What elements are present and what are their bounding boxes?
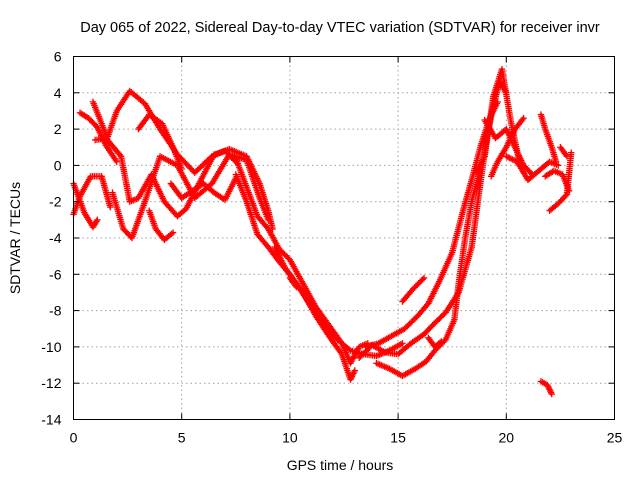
data-point (548, 390, 555, 398)
y-tick-label: 6 (54, 49, 62, 65)
series-track-14 (286, 274, 300, 291)
y-tick-label: -2 (49, 194, 62, 210)
data-marks (70, 66, 575, 398)
series-track-8 (135, 111, 185, 173)
series-track-18 (399, 274, 428, 305)
data-point (168, 230, 175, 237)
data-point (520, 115, 527, 122)
series-track-16 (362, 98, 501, 351)
y-axis-label: SDTVAR / TECUs (7, 182, 23, 294)
data-point (345, 346, 353, 353)
data-point (563, 153, 571, 160)
series-track-27 (557, 144, 571, 160)
data-point (436, 339, 444, 346)
y-tick-label: -14 (41, 412, 61, 428)
data-point (265, 216, 272, 224)
y-tick-label: 0 (54, 157, 62, 173)
x-axis-label: GPS time / hours (287, 457, 394, 473)
data-point (169, 229, 177, 236)
data-point (351, 367, 359, 374)
series-track-1 (70, 173, 114, 218)
data-point (178, 165, 185, 173)
x-tick-label: 0 (70, 430, 78, 446)
series-track-10 (167, 174, 239, 204)
series-track-17 (373, 165, 484, 380)
y-tick-label: -12 (41, 375, 61, 391)
data-point (419, 276, 426, 283)
series-track-19 (425, 334, 445, 351)
y-tick-label: -6 (49, 266, 62, 282)
chart-title: Day 065 of 2022, Sidereal Day-to-day VTE… (80, 20, 600, 36)
y-tick-label: -4 (49, 230, 62, 246)
y-tick-label: -10 (41, 339, 61, 355)
series-track-28 (537, 378, 555, 398)
x-tick-label: 5 (178, 430, 186, 446)
data-point (568, 149, 575, 156)
series-track-2 (70, 180, 101, 231)
x-tick-label: 15 (390, 430, 406, 446)
series-track-7 (91, 134, 239, 220)
series-track-22 (487, 115, 527, 180)
x-tick-label: 20 (499, 430, 515, 446)
series-track-23 (503, 153, 562, 184)
data-point (552, 158, 560, 165)
data-point (438, 338, 445, 345)
data-point (107, 203, 114, 211)
data-point (562, 192, 569, 199)
data-point (94, 216, 101, 224)
y-tick-label: -8 (49, 303, 62, 319)
x-tick-label: 10 (282, 430, 298, 446)
data-point (293, 283, 300, 291)
axis-ticks: 0 5 10 15 20 25 -14 -12 -10 -8 -6 -4 -2 0 2 4 6 (41, 49, 622, 446)
y-tick-label: 4 (54, 85, 62, 101)
data-point (93, 218, 100, 225)
data-point (420, 274, 428, 282)
data-point (555, 162, 562, 169)
y-tick-label: 2 (54, 121, 62, 137)
series-track-13 (271, 243, 406, 360)
data-point (399, 340, 406, 347)
series-track-9 (146, 207, 177, 244)
data-point (113, 158, 120, 165)
series-track-26 (546, 149, 575, 214)
x-tick-label: 25 (607, 430, 623, 446)
series-track-24 (537, 111, 560, 165)
